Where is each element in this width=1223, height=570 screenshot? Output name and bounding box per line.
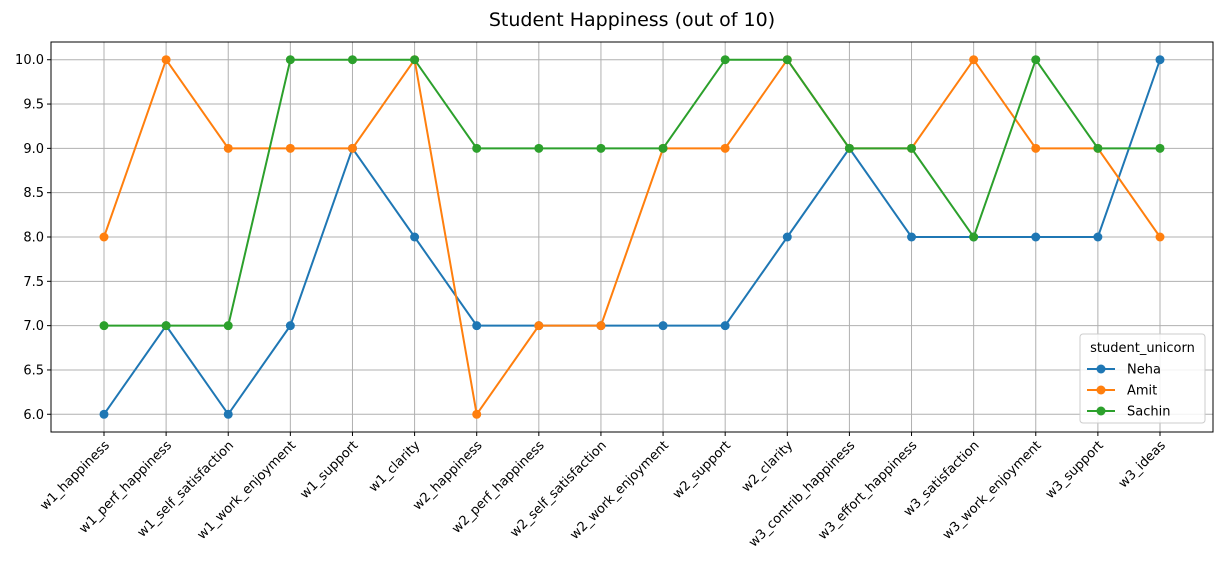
data-point-sachin	[223, 321, 233, 331]
legend-box	[1079, 333, 1206, 424]
data-point-sachin	[1093, 143, 1103, 153]
data-point-sachin	[844, 143, 854, 153]
series-neha	[99, 55, 1165, 419]
x-tick-label: w2_clarity	[739, 438, 796, 495]
legend-label: Sachin	[1127, 405, 1170, 420]
x-tick-label: w3_contrib_happiness	[746, 438, 858, 550]
x-tick-label: w1_clarity	[366, 438, 423, 495]
data-point-neha	[99, 409, 109, 419]
legend-item-amit: Amit	[1087, 384, 1157, 399]
data-point-sachin	[285, 55, 295, 65]
y-tick-label: 8.0	[23, 231, 44, 246]
data-point-sachin	[782, 55, 792, 65]
data-point-amit	[969, 55, 979, 65]
x-tick-label: w3_support	[1043, 438, 1107, 502]
data-point-sachin	[99, 321, 109, 331]
series-sachin	[99, 55, 1165, 331]
data-point-sachin	[472, 143, 482, 153]
data-point-amit	[347, 143, 357, 153]
legend-item-sachin: Sachin	[1087, 405, 1170, 420]
series-line-amit	[103, 57, 1161, 417]
data-point-sachin	[1031, 55, 1041, 65]
legend-label: Neha	[1127, 363, 1161, 378]
y-tick-label: 6.5	[23, 363, 44, 378]
series-line-neha	[103, 59, 1161, 417]
x-tick-label: w3_ideas	[1116, 438, 1169, 491]
data-point-sachin	[1155, 143, 1165, 153]
data-point-sachin	[534, 143, 544, 153]
x-tick-label: w1_support	[297, 438, 361, 502]
data-point-amit	[1031, 143, 1041, 153]
data-point-sachin	[161, 321, 171, 331]
data-point-amit	[596, 321, 606, 331]
legend: student_unicorn Neha Amit Sachin	[1079, 333, 1206, 424]
data-point-sachin	[969, 232, 979, 242]
data-point-amit	[1155, 232, 1165, 242]
data-point-sachin	[907, 143, 917, 153]
x-tick-label: w2_support	[670, 438, 734, 502]
data-point-neha	[223, 409, 233, 419]
data-point-neha	[285, 321, 295, 331]
data-point-amit	[223, 143, 233, 153]
data-point-sachin	[720, 55, 730, 65]
y-tick-label: 7.5	[23, 275, 44, 290]
y-tick-label: 10.0	[15, 53, 44, 68]
data-point-neha	[907, 232, 917, 242]
y-axis-tick-labels: 6.0 6.5 7.0 7.5 8.0 8.5 9.0 9.5 10.0	[15, 53, 44, 423]
data-point-amit	[285, 143, 295, 153]
data-point-amit	[99, 232, 109, 242]
legend-marker	[1096, 406, 1106, 416]
data-point-neha	[782, 232, 792, 242]
data-point-neha	[472, 321, 482, 331]
data-point-neha	[410, 232, 420, 242]
data-point-sachin	[658, 143, 668, 153]
y-tick-label: 9.5	[23, 98, 44, 113]
x-axis-tick-labels: w1_happinessw1_perf_happinessw1_self_sat…	[38, 438, 1169, 550]
y-tick-label: 9.0	[23, 142, 44, 157]
data-point-neha	[1031, 232, 1041, 242]
y-tick-label: 6.0	[23, 408, 44, 423]
data-point-amit	[720, 143, 730, 153]
data-point-neha	[658, 321, 668, 331]
data-point-amit	[472, 409, 482, 419]
series-line-sachin	[104, 57, 1160, 327]
legend-label: Amit	[1127, 384, 1157, 399]
data-point-amit	[161, 55, 171, 65]
y-tick-label: 8.5	[23, 186, 44, 201]
legend-title: student_unicorn	[1090, 341, 1195, 356]
data-point-neha	[1093, 232, 1103, 242]
data-point-sachin	[347, 55, 357, 65]
data-point-neha	[720, 321, 730, 331]
chart-title: Student Happiness (out of 10)	[489, 9, 775, 31]
legend-item-neha: Neha	[1087, 363, 1161, 378]
y-tick-label: 7.0	[23, 319, 44, 334]
data-point-amit	[534, 321, 544, 331]
legend-marker	[1096, 364, 1106, 374]
data-point-neha	[1155, 55, 1165, 65]
legend-items: Neha Amit Sachin	[1087, 363, 1170, 420]
data-point-sachin	[410, 55, 420, 65]
plot-series	[99, 55, 1165, 419]
data-point-sachin	[596, 143, 606, 153]
axis-ticks	[47, 59, 1161, 436]
legend-marker	[1096, 385, 1106, 395]
